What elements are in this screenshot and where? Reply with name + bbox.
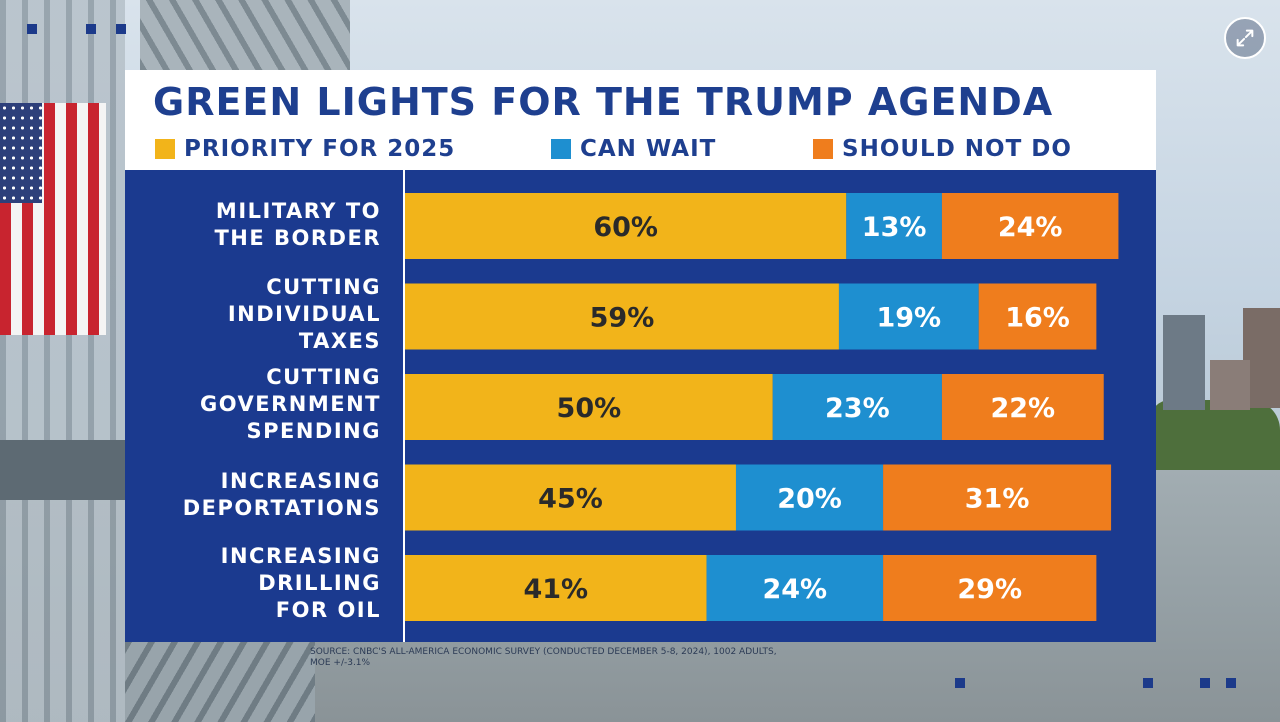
bar-chart-plot: 60% 13% 24% 59% 19% 16% 50% 23% 22% 45% 20% 31% 41% 2… bbox=[405, 193, 1119, 621]
category-label: CUTTING INDIVIDUAL TAXES bbox=[227, 275, 381, 353]
axis-divider bbox=[403, 170, 405, 642]
category-label: INCREASING DRILLING FOR OIL bbox=[220, 544, 381, 622]
bar-segment-priority bbox=[405, 193, 847, 259]
expand-button[interactable] bbox=[1224, 17, 1266, 59]
decorative-square bbox=[27, 24, 37, 34]
background-bridge-tower bbox=[125, 642, 315, 722]
expand-icon bbox=[1236, 29, 1254, 47]
data-label: 60% bbox=[593, 212, 658, 243]
bar-segment-can-wait bbox=[735, 464, 884, 531]
data-label: 16% bbox=[1005, 303, 1070, 334]
category-label: MILITARY TO THE BORDER bbox=[214, 199, 381, 250]
data-label: 13% bbox=[862, 212, 927, 243]
data-label: 20% bbox=[777, 484, 842, 515]
data-label: 45% bbox=[538, 484, 603, 515]
chart-title: GREEN LIGHTS FOR THE TRUMP AGENDA bbox=[153, 80, 1054, 124]
background-building bbox=[1163, 315, 1205, 410]
bar-segment-can-wait bbox=[846, 193, 942, 259]
legend-item-can-wait: CAN WAIT bbox=[551, 136, 716, 162]
data-label: 24% bbox=[998, 212, 1063, 243]
decorative-square bbox=[1143, 678, 1153, 688]
chart-header: GREEN LIGHTS FOR THE TRUMP AGENDA PRIORI… bbox=[125, 70, 1156, 170]
legend-item-priority: PRIORITY FOR 2025 bbox=[155, 136, 455, 162]
category-label: CUTTING GOVERNMENT SPENDING bbox=[199, 365, 381, 443]
bar-segment-priority bbox=[405, 374, 773, 440]
bar-segment-should-not-do bbox=[978, 283, 1097, 350]
us-flag-image bbox=[0, 103, 106, 335]
legend-label: PRIORITY FOR 2025 bbox=[184, 136, 456, 162]
bar-segment-priority bbox=[405, 555, 707, 621]
legend-swatch bbox=[551, 139, 571, 159]
bar-segment-priority bbox=[405, 283, 839, 350]
decorative-square bbox=[116, 24, 126, 34]
data-label: 24% bbox=[762, 574, 827, 605]
decorative-square bbox=[955, 678, 965, 688]
category-label: INCREASING DEPORTATIONS bbox=[182, 469, 381, 520]
bar-segment-priority bbox=[405, 464, 736, 531]
legend-label: SHOULD NOT DO bbox=[842, 136, 1072, 162]
background-bridge-tower bbox=[140, 0, 350, 70]
legend-item-should-not-do: SHOULD NOT DO bbox=[813, 136, 1072, 162]
bar-segment-should-not-do bbox=[883, 555, 1097, 621]
bar-segment-should-not-do bbox=[941, 193, 1119, 259]
data-label: 22% bbox=[990, 393, 1055, 424]
data-label: 50% bbox=[557, 393, 622, 424]
data-label: 19% bbox=[876, 303, 941, 334]
bar-segment-can-wait bbox=[772, 374, 942, 440]
background-bridge-deck bbox=[0, 440, 125, 500]
legend-label: CAN WAIT bbox=[580, 136, 717, 162]
decorative-square bbox=[86, 24, 96, 34]
flag-canton bbox=[0, 103, 42, 203]
bar-segment-can-wait bbox=[838, 283, 979, 350]
chart-legend: PRIORITY FOR 2025 CAN WAIT SHOULD NOT DO bbox=[155, 136, 1135, 166]
bar-segment-can-wait bbox=[706, 555, 884, 621]
data-label: 59% bbox=[590, 303, 655, 334]
data-label: 31% bbox=[965, 484, 1030, 515]
decorative-square bbox=[1200, 678, 1210, 688]
bar-segment-should-not-do bbox=[941, 374, 1104, 440]
decorative-square bbox=[1226, 678, 1236, 688]
legend-swatch bbox=[155, 139, 175, 159]
background-trees bbox=[1150, 400, 1280, 470]
data-label: 29% bbox=[957, 574, 1022, 605]
background-building bbox=[1210, 360, 1250, 410]
chart-body: MILITARY TO THE BORDER CUTTING INDIVIDUA… bbox=[125, 170, 1156, 642]
legend-swatch bbox=[813, 139, 833, 159]
data-label: 23% bbox=[825, 393, 890, 424]
data-label: 41% bbox=[523, 574, 588, 605]
source-note: SOURCE: CNBC'S ALL-AMERICA ECONOMIC SURV… bbox=[310, 647, 777, 668]
bar-segment-should-not-do bbox=[883, 464, 1112, 531]
